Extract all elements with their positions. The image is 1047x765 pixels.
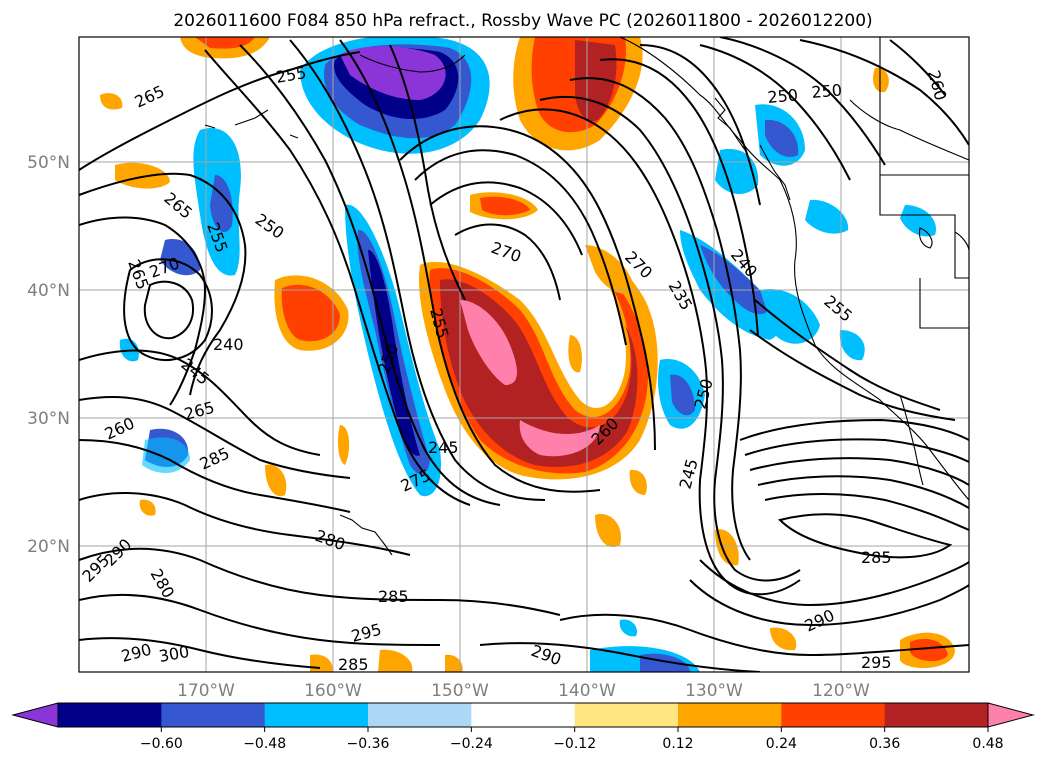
colorbar-cell (58, 703, 162, 727)
colorbar-cell (574, 703, 679, 727)
colorbar-cell (264, 703, 369, 727)
colorbar-cell (368, 703, 472, 727)
map-area: 265 255 250 250 260 265 255 250 265 270 … (79, 37, 969, 674)
lon-label: 140°W (558, 681, 616, 701)
longitude-labels: 170°W 160°W 150°W 140°W 130°W 120°W (177, 681, 870, 701)
colorbar-tick-label: 0.48 (972, 736, 1003, 752)
contour-label: 285 (861, 548, 892, 567)
contour-label: 250 (767, 85, 799, 107)
coastlines (204, 37, 969, 556)
contour-label: 250 (811, 80, 843, 102)
contour-lines (79, 37, 969, 672)
refractivity-shading (100, 37, 955, 672)
colorbar-tick-label: 0.24 (766, 736, 797, 752)
colorbar-cell (781, 703, 886, 727)
colorbar-tick-label: 0.12 (662, 736, 693, 752)
graticule (79, 37, 969, 672)
colorbar-frame (57, 702, 989, 728)
colorbar-ticks: −0.60 −0.48 −0.36 −0.24 −0.12 0.12 0.24 0.36 0.4… (140, 727, 1004, 752)
colorbar-cells (58, 703, 989, 727)
lat-label: 30°N (27, 409, 70, 429)
colorbar-cell (161, 703, 266, 727)
contour-label: 285 (378, 587, 409, 606)
lat-label: 20°N (27, 537, 70, 557)
figure-title: 2026011600 F084 850 hPa refract., Rossby… (173, 11, 872, 31)
colorbar-tick-label: −0.60 (140, 736, 183, 752)
colorbar-tick-label: −0.36 (347, 736, 390, 752)
colorbar-extend-max (987, 702, 1035, 728)
colorbar-tick-label: 0.36 (869, 736, 900, 752)
contour-label: 295 (861, 653, 892, 672)
latitude-labels: 50°N 40°N 30°N 20°N (27, 153, 70, 557)
lon-label: 120°W (812, 681, 870, 701)
colorbar-cell (884, 703, 989, 727)
colorbar-tick-label: −0.48 (243, 736, 286, 752)
map-frame (78, 36, 970, 673)
lon-label: 170°W (177, 681, 235, 701)
colorbar-extend-min (11, 702, 59, 728)
colorbar-tick-label: −0.12 (553, 736, 596, 752)
colorbar: −0.60 −0.48 −0.36 −0.24 −0.12 0.12 0.24 0.36 0.4… (11, 702, 1035, 752)
lat-label: 40°N (27, 281, 70, 301)
lon-label: 150°W (431, 681, 489, 701)
contour-label: 285 (338, 655, 369, 674)
contour-label: 245 (428, 438, 459, 457)
contour-label: 240 (213, 335, 244, 354)
lat-label: 50°N (27, 153, 70, 173)
colorbar-cell (678, 703, 782, 727)
colorbar-tick-label: −0.24 (450, 736, 493, 752)
lon-label: 130°W (685, 681, 743, 701)
lon-label: 160°W (304, 681, 362, 701)
colorbar-cell (471, 703, 576, 727)
